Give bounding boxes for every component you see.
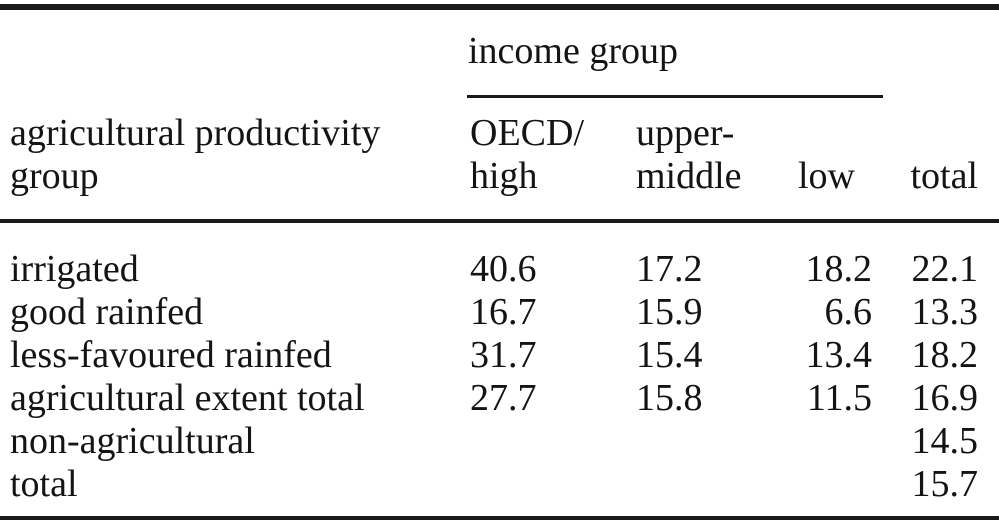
row-label: irrigated (10, 248, 139, 290)
row-label: total (10, 463, 78, 505)
cell-total: 13.3 (911, 291, 979, 333)
cell-oecd-high (458, 420, 624, 463)
cell-total: 18.2 (911, 334, 979, 376)
cell-oecd-high: 40.6 (470, 248, 537, 290)
column-header-upper-middle: upper- middle (624, 112, 790, 198)
header-separator-rule (0, 219, 999, 223)
stub-header-line1: agricultural productivity (10, 112, 381, 154)
row-label: good rainfed (10, 291, 204, 333)
column-header-row: agricultural productivity group OECD/ hi… (0, 112, 999, 198)
cell-low (790, 420, 872, 463)
cell-low: 6.6 (824, 291, 873, 333)
cell-oecd-high (458, 463, 624, 506)
column-header-low-line2: low (798, 155, 855, 197)
cell-oecd-high: 16.7 (470, 291, 537, 333)
column-header-total-line2: total (910, 155, 978, 197)
row-label: non-agricultural (10, 420, 255, 462)
column-header-upper-middle-line2: middle (636, 155, 742, 197)
table-row-good-rainfed: good rainfed 16.7 15.9 6.6 13.3 (0, 291, 999, 334)
stub-header-line2: group (10, 155, 99, 197)
cell-upper-middle: 15.9 (636, 291, 703, 333)
cell-total: 16.9 (911, 377, 979, 419)
cell-total: 22.1 (911, 248, 979, 290)
stub-header: agricultural productivity group (0, 112, 458, 198)
column-header-total: total (872, 155, 999, 198)
income-group-spanner-rule (467, 95, 883, 98)
column-header-oecd-high: OECD/ high (458, 112, 624, 198)
column-header-upper-middle-line1: upper- (636, 112, 735, 154)
table-row-less-favoured-rainfed: less-favoured rainfed 31.7 15.4 13.4 18.… (0, 334, 999, 377)
cell-upper-middle (624, 463, 790, 506)
cell-upper-middle: 17.2 (636, 248, 703, 290)
column-header-oecd-high-line2: high (470, 155, 538, 197)
cell-total: 14.5 (911, 420, 979, 462)
cell-low: 13.4 (805, 334, 873, 376)
top-rule (0, 4, 999, 10)
row-label: agricultural extent total (10, 377, 365, 419)
table-row-agricultural-extent-total: agricultural extent total 27.7 15.8 11.5… (0, 377, 999, 420)
cell-low (790, 463, 872, 506)
table-body: irrigated 40.6 17.2 18.2 22.1 good rainf… (0, 248, 999, 506)
column-header-low: low (790, 155, 872, 198)
cell-low: 18.2 (805, 248, 873, 290)
cell-low: 11.5 (806, 377, 872, 419)
cell-oecd-high: 27.7 (470, 377, 537, 419)
table-row-non-agricultural: non-agricultural 14.5 (0, 420, 999, 463)
cell-total: 15.7 (911, 463, 979, 505)
table-row-irrigated: irrigated 40.6 17.2 18.2 22.1 (0, 248, 999, 291)
cell-upper-middle (624, 420, 790, 463)
cell-upper-middle: 15.4 (636, 334, 703, 376)
row-label: less-favoured rainfed (10, 334, 332, 376)
cell-oecd-high: 31.7 (470, 334, 537, 376)
table-row-total: total 15.7 (0, 463, 999, 506)
column-header-oecd-high-line1: OECD/ (470, 112, 584, 154)
cell-upper-middle: 15.8 (636, 377, 703, 419)
bottom-rule (0, 516, 999, 520)
income-group-spanner-label: income group (468, 30, 679, 72)
